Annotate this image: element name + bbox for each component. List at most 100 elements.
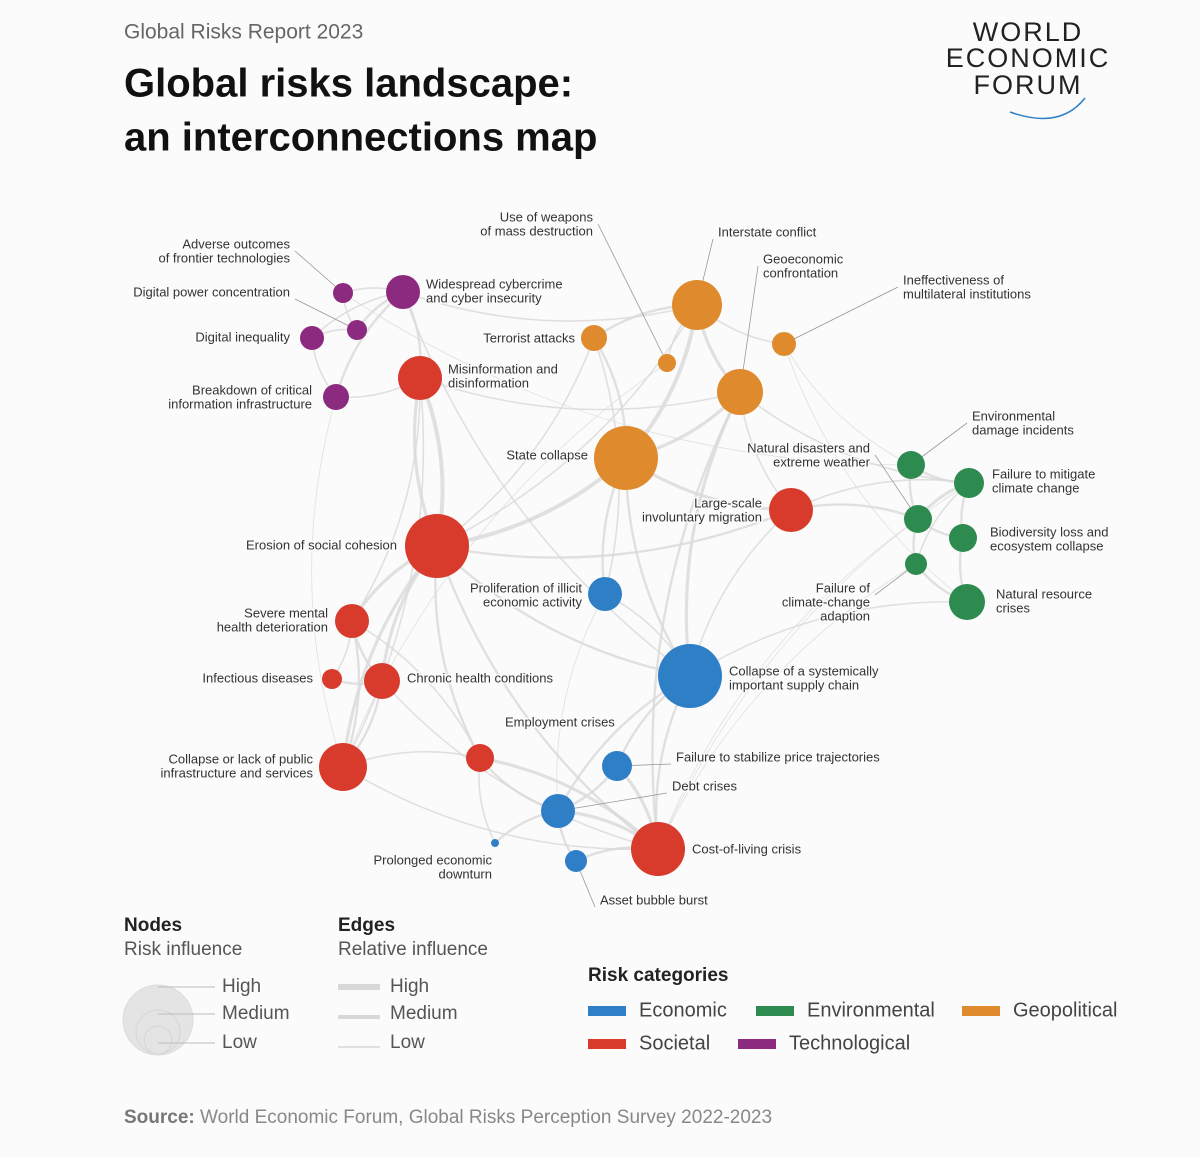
- node-label: climate change: [992, 480, 1079, 495]
- node-label: Interstate conflict: [718, 224, 817, 239]
- node-label: Ineffectiveness of: [903, 272, 1004, 287]
- node-label: Employment crises: [505, 714, 615, 729]
- node-label: Chronic health conditions: [407, 670, 553, 685]
- node-label: information infrastructure: [168, 396, 312, 411]
- edge: [436, 337, 595, 547]
- node-label: Biodiversity loss and: [990, 524, 1109, 539]
- node-label: Natural disasters and: [747, 440, 870, 455]
- edge: [436, 545, 691, 678]
- legend-label: Societal: [639, 1032, 710, 1054]
- risk-node: [631, 822, 685, 876]
- risk-node: [319, 743, 367, 791]
- risk-node: [405, 514, 469, 578]
- edge: [351, 377, 421, 622]
- edge: [689, 600, 968, 677]
- risk-node: [565, 850, 587, 872]
- node-label: Misinformation and: [448, 361, 558, 376]
- risk-node: [300, 326, 324, 350]
- risk-node: [772, 332, 796, 356]
- node-label: multilateral institutions: [903, 286, 1031, 301]
- edge: [342, 362, 668, 768]
- node-label: adaption: [820, 608, 870, 623]
- legend-level: Medium: [222, 1003, 290, 1024]
- node-label: Failure to mitigate: [992, 466, 1095, 481]
- risk-node: [541, 794, 575, 828]
- risk-node: [466, 744, 494, 772]
- edge: [311, 396, 344, 768]
- risk-node: [347, 320, 367, 340]
- node-label: confrontation: [763, 265, 838, 280]
- legend-level: Medium: [390, 1003, 458, 1024]
- risk-node: [594, 426, 658, 490]
- node-label: Prolonged economic: [373, 852, 492, 867]
- node-label: important supply chain: [729, 677, 859, 692]
- risk-node: [386, 275, 420, 309]
- node-label: infrastructure and services: [161, 765, 314, 780]
- legend-label: Technological: [789, 1032, 910, 1054]
- node-label: State collapse: [506, 447, 588, 462]
- risk-node: [335, 604, 369, 638]
- legend-label: Economic: [639, 999, 727, 1021]
- risk-node: [905, 553, 927, 575]
- node-label: damage incidents: [972, 422, 1074, 437]
- legend-level: High: [222, 976, 261, 997]
- risk-node: [954, 468, 984, 498]
- logo-text: FORUM: [974, 70, 1083, 100]
- legend-label: Environmental: [807, 999, 935, 1021]
- node-label: climate-change: [782, 594, 870, 609]
- source-text: World Economic Forum, Global Risks Perce…: [200, 1107, 772, 1128]
- legend-swatch: [756, 1006, 794, 1016]
- risk-node: [949, 524, 977, 552]
- node-label: Collapse of a systemically: [729, 663, 879, 678]
- node-label: Debt crises: [672, 778, 738, 793]
- node-label: Collapse or lack of public: [168, 751, 313, 766]
- edge: [657, 563, 917, 850]
- title: an interconnections map: [124, 116, 597, 160]
- legend-level: Low: [222, 1032, 257, 1053]
- node-label: Failure to stabilize price trajectories: [676, 749, 880, 764]
- logo-arc: [1009, 97, 1086, 120]
- risk-node: [333, 283, 353, 303]
- legend-swatch: [738, 1039, 776, 1049]
- risk-node: [322, 669, 342, 689]
- legend-title: Edges: [338, 915, 395, 936]
- risk-node: [602, 751, 632, 781]
- node-label: Widespread cybercrime: [426, 276, 563, 291]
- edge: [651, 391, 742, 850]
- edge: [783, 343, 968, 603]
- node-label: extreme weather: [773, 454, 870, 469]
- edge: [783, 343, 912, 466]
- logo: WORLD ECONOMIC FORUM: [946, 17, 1108, 120]
- risk-node: [949, 584, 985, 620]
- edge: [342, 377, 425, 768]
- node-label: health deterioration: [217, 619, 328, 634]
- legend: Nodes Risk influence High Medium Low Edg…: [122, 915, 1118, 1056]
- legend-title: Nodes: [124, 915, 182, 936]
- node-label: Breakdown of critical: [192, 382, 312, 397]
- node-label: Use of weapons: [500, 209, 594, 224]
- title: Global risks landscape:: [124, 62, 573, 106]
- leader-line: [294, 298, 358, 331]
- node-label: Failure of: [816, 580, 871, 595]
- risk-node: [658, 644, 722, 708]
- legend-title: Risk categories: [588, 965, 728, 986]
- node-label: Digital inequality: [195, 329, 290, 344]
- nodes: [300, 275, 985, 876]
- node-label: involuntary migration: [642, 509, 762, 524]
- leader-line: [597, 223, 668, 364]
- node-label: Asset bubble burst: [600, 892, 708, 907]
- edge: [381, 680, 659, 850]
- risk-node: [364, 663, 400, 699]
- risk-node: [769, 488, 813, 532]
- node-label: economic activity: [483, 594, 582, 609]
- node-label: of frontier technologies: [158, 250, 290, 265]
- node-label: Proliferation of illicit: [470, 580, 582, 595]
- legend-subtitle: Risk influence: [124, 939, 242, 960]
- risk-node: [491, 839, 499, 847]
- node-label: Environmental: [972, 408, 1055, 423]
- edge: [342, 766, 659, 851]
- node-label: Cost-of-living crisis: [692, 841, 802, 856]
